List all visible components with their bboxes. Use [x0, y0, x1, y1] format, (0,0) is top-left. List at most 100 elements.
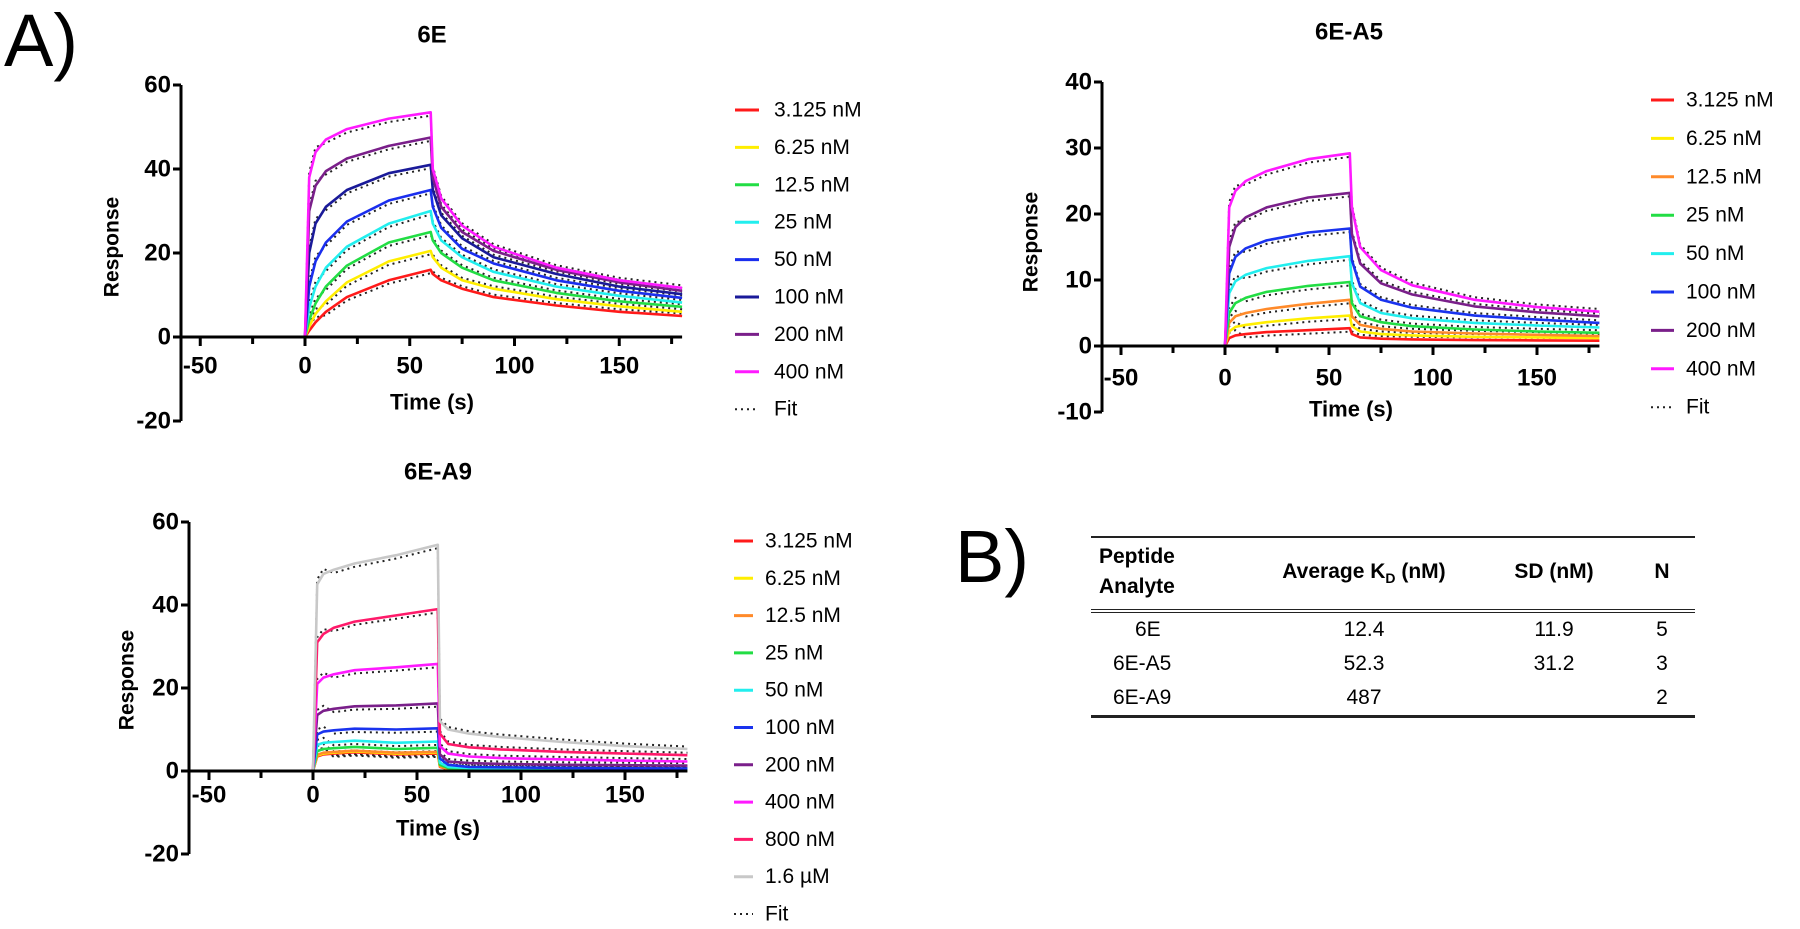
x-tick-label: 150 [605, 782, 645, 809]
series-line-100-nM [1100, 227, 1600, 348]
y-tick-label: 20 [152, 675, 179, 702]
header-average-kd: Average KD (nM) [1249, 537, 1479, 613]
x-tick-label: 150 [1517, 365, 1557, 392]
series-line-12-5-nM [1100, 298, 1600, 348]
legend-label: 400 nM [774, 360, 844, 383]
y-tick-label: 0 [158, 324, 171, 351]
legend-label: 25 nM [1686, 204, 1744, 227]
x-tick-label: 50 [1316, 365, 1343, 392]
chart-1: 6E-A5 Response Time (s) -10 0 10 20 30 40 -50 0 50 1… [1020, 19, 1774, 426]
legend-label-fit: Fit [774, 398, 797, 421]
y-tick-label: -10 [1057, 399, 1092, 426]
y-tick-label: 40 [1065, 69, 1092, 96]
series-line-50-nM [179, 188, 683, 339]
cell-peptide: 6E-A5 [1113, 651, 1172, 675]
legend-label: 50 nM [1686, 242, 1744, 265]
legend-label: 50 nM [774, 248, 832, 271]
cell-n: 2 [1629, 680, 1695, 718]
chart-2: 6E-A9 Response Time (s) -20 0 20 40 60 -50 0 50 100… [116, 459, 853, 926]
series-line-100-nM [179, 163, 683, 339]
legend-label: 400 nM [765, 791, 835, 814]
x-tick-label: 0 [306, 782, 319, 809]
legend-label: 400 nM [1686, 357, 1756, 380]
cell-sd: 11.9 [1534, 617, 1574, 641]
chart-title: 6E [417, 22, 446, 49]
header-average-kd-unit: (nM) [1395, 559, 1446, 583]
header-analyte: Analyte [1099, 575, 1175, 599]
legend-label: 100 nM [765, 716, 835, 739]
y-tick-label: -20 [144, 841, 179, 868]
legend-label: 25 nM [774, 211, 832, 234]
x-tick-label: 50 [396, 353, 423, 380]
y-tick-label: 0 [1079, 333, 1092, 360]
x-tick-label: -50 [183, 353, 218, 380]
legend-label: 12.5 nM [1686, 165, 1762, 188]
legend-label: 12.5 nM [774, 173, 850, 196]
table-row: 6E-A5 52.3 31.2 3 [1091, 647, 1695, 681]
cell-peptide: 6E-A9 [1091, 680, 1249, 718]
panel-label-b: B) [955, 515, 1029, 598]
y-tick-label: 10 [1065, 267, 1092, 294]
cell-n: 3 [1656, 651, 1668, 675]
chart-0: 6E Response Time (s) -20 0 20 40 60 -50 0 50 100 150… [101, 22, 862, 435]
series-line-25-nM [179, 209, 683, 339]
x-axis-label: Time (s) [1309, 397, 1393, 422]
legend-label-fit: Fit [765, 903, 788, 926]
y-tick-label: 30 [1065, 135, 1092, 162]
legend-label: 800 nM [765, 828, 835, 851]
legend-label: 1.6 µM [765, 865, 830, 888]
series-line-3-125-nM [1100, 326, 1600, 348]
legend-label: 100 nM [1686, 281, 1756, 304]
legend-label: 25 nM [765, 641, 823, 664]
legend-label: 12.5 nM [765, 604, 841, 627]
y-tick-label: 60 [152, 509, 179, 536]
legend-label: 3.125 nM [774, 99, 862, 122]
cell-average-kd: 12.4 [1343, 617, 1385, 641]
header-sd: SD (nM) [1479, 537, 1629, 613]
legend-label-fit: Fit [1686, 396, 1709, 419]
legend-label: 200 nM [1686, 319, 1756, 342]
y-axis-label: Response [101, 197, 124, 297]
series-line-6-25-nM [1100, 314, 1600, 348]
legend-label: 200 nM [774, 323, 844, 346]
x-axis-label: Time (s) [390, 390, 474, 415]
header-average-kd-subscript: D [1385, 569, 1396, 586]
legend-label: 6.25 nM [774, 136, 850, 159]
y-axis-label: Response [1020, 192, 1043, 292]
y-tick-label: 40 [152, 592, 179, 619]
x-axis-label: Time (s) [396, 816, 480, 841]
table-header-row: Peptide Analyte Average KD (nM) SD (nM) … [1091, 537, 1695, 613]
header-peptide: Peptide [1099, 545, 1175, 568]
y-tick-label: 20 [1065, 201, 1092, 228]
cell-peptide: 6E [1135, 617, 1161, 641]
kd-table: Peptide Analyte Average KD (nM) SD (nM) … [1091, 536, 1695, 718]
legend-label: 3.125 nM [1686, 89, 1774, 112]
series-line-25-nM [1100, 280, 1600, 348]
legend-label: 3.125 nM [765, 530, 853, 553]
legend-label: 6.25 nM [765, 567, 841, 590]
x-tick-label: -50 [1104, 365, 1139, 392]
panel-label-a: A) [4, 0, 78, 82]
chart-title: 6E-A5 [1315, 19, 1383, 46]
x-tick-label: 150 [599, 353, 639, 380]
legend-label: 50 nM [765, 679, 823, 702]
header-n: N [1629, 537, 1695, 613]
cell-average-kd: 487 [1249, 680, 1479, 718]
x-tick-label: 0 [1218, 365, 1231, 392]
y-axis-label: Response [116, 630, 139, 730]
x-tick-label: 50 [404, 782, 431, 809]
cell-sd: 31.2 [1533, 651, 1575, 675]
y-tick-label: 40 [144, 156, 171, 183]
chart-title: 6E-A9 [404, 459, 472, 486]
fit-line [1100, 302, 1600, 347]
header-average-kd-label: Average K [1282, 559, 1386, 583]
header-peptide-analyte: Peptide Analyte [1091, 537, 1249, 613]
x-tick-label: 100 [1413, 365, 1453, 392]
series-line-400-nM [1100, 152, 1600, 348]
legend: 3.125 nM 6.25 nM 12.5 nM 25 nM 50 nM 100 nM 20… [735, 99, 862, 421]
table-row: 6E 12.4 11.9 5 [1091, 611, 1695, 647]
legend-label: 200 nM [765, 753, 835, 776]
series-line-3-125-nM [179, 268, 683, 339]
x-tick-label: -50 [192, 782, 227, 809]
legend-label: 100 nM [774, 286, 844, 309]
